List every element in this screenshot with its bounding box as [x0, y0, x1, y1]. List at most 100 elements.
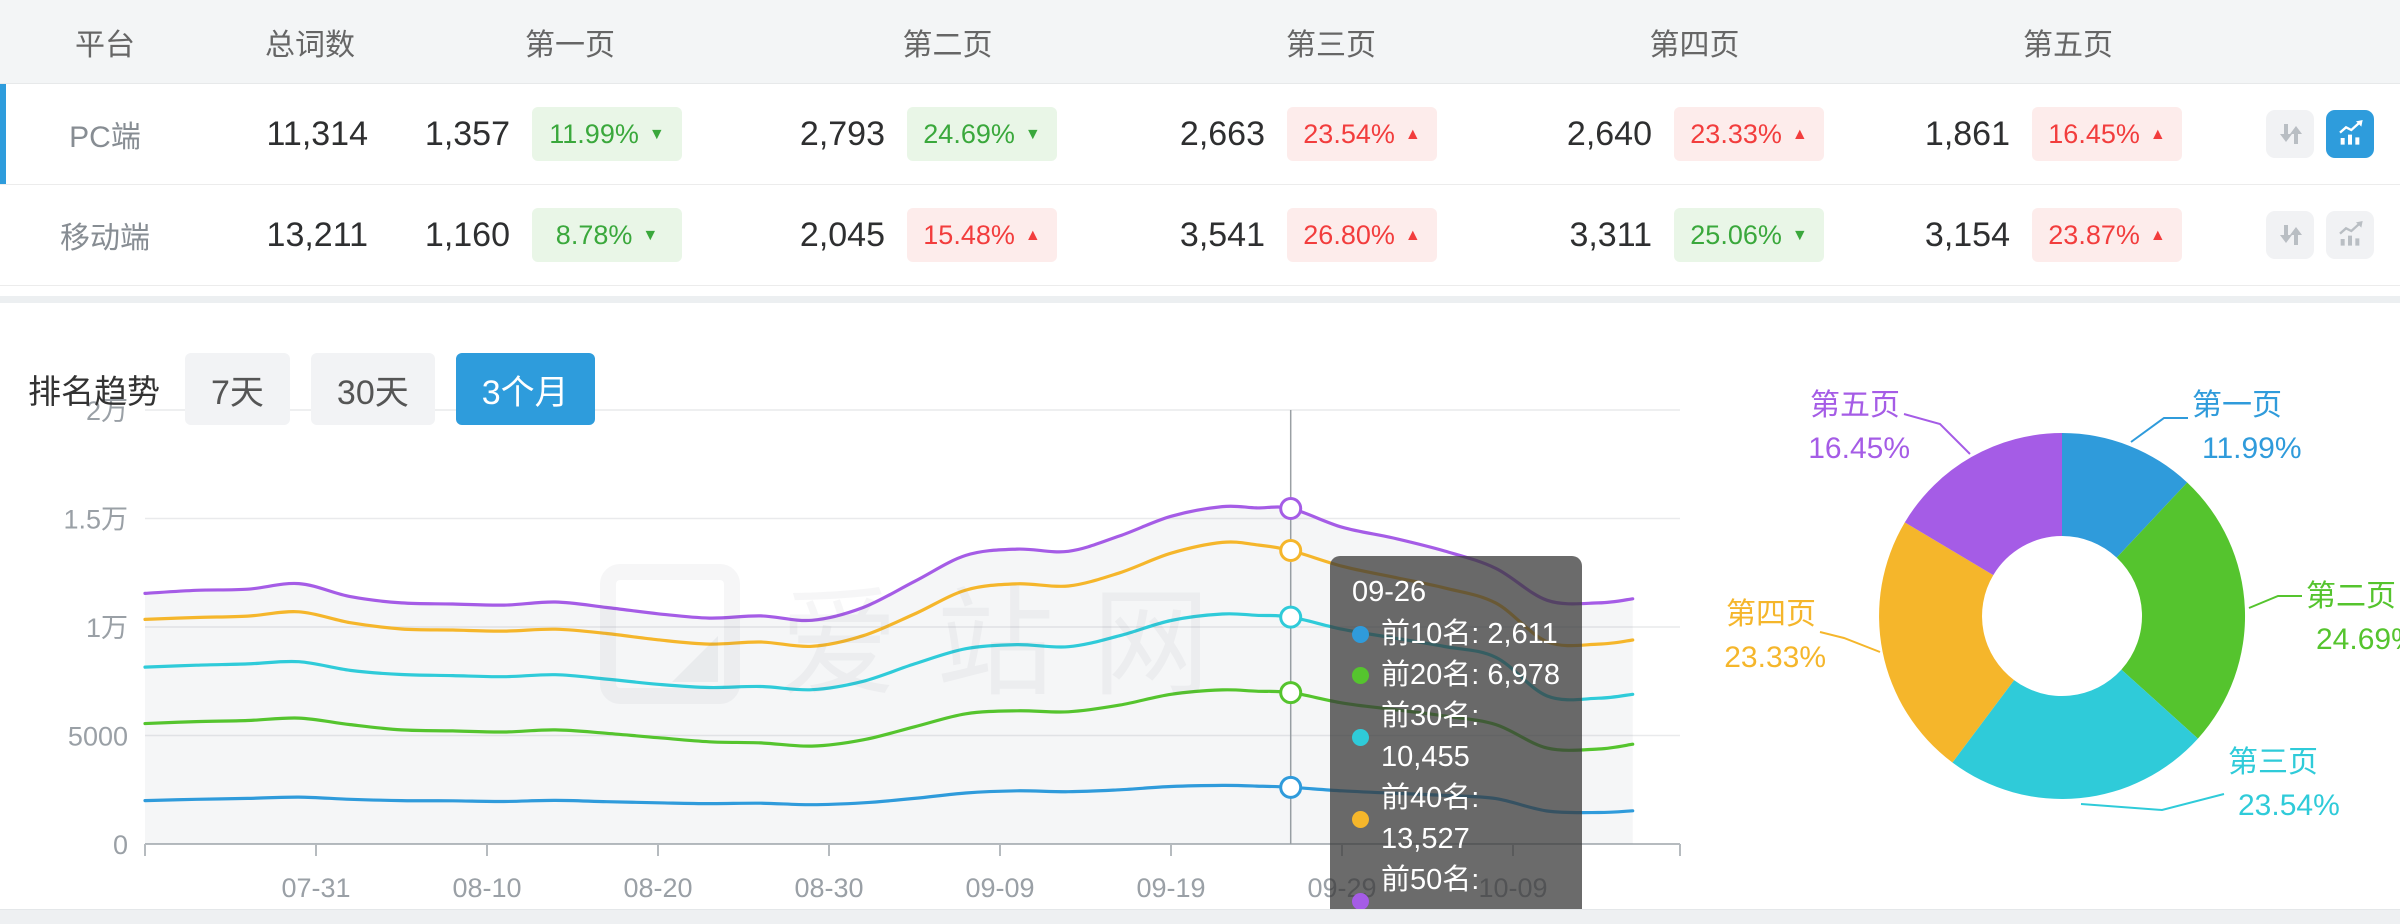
platform-label: PC端	[69, 121, 141, 154]
svg-text:2万: 2万	[86, 396, 128, 426]
label-leader-第二页	[2248, 595, 2302, 609]
tab-3-months[interactable]: 3个月	[455, 353, 595, 425]
col-header-page4: 第四页	[1649, 28, 1740, 62]
page-distribution-donut-chart[interactable]: 第一页 11.99% 第二页 24.69% 第三页 23.54% 第四页 23.33% 第五页 1…	[1700, 370, 2400, 924]
pie-label-第四页: 第四页	[1726, 598, 1816, 631]
hover-marker-前20名	[1279, 681, 1303, 705]
tooltip-item: 前10名: 2,611	[1352, 614, 1560, 655]
trend-arrow-icon: ▲	[1404, 227, 1421, 244]
trend-arrow-icon: ▲	[1791, 126, 1808, 143]
sort-toggle-button[interactable]	[2266, 211, 2314, 259]
pie-percent-第三页: 23.54%	[2238, 789, 2340, 822]
series-dot-top50	[1352, 892, 1369, 910]
pie-label-第一页: 第一页	[2192, 389, 2282, 422]
svg-text:0: 0	[113, 830, 128, 860]
chart-tooltip: 09-26 前10名: 2,611 前20名: 6,978 前30名: 10,4…	[1330, 556, 1582, 924]
svg-text:08-10: 08-10	[452, 873, 521, 903]
section-divider	[0, 296, 2400, 303]
total-words-value: 11,314	[266, 114, 368, 153]
bottom-band	[0, 909, 2400, 924]
page4-count: 3,311	[1569, 215, 1652, 254]
svg-text:09-09: 09-09	[965, 873, 1034, 903]
label-leader-第三页	[2080, 793, 2225, 812]
tab-7-days[interactable]: 7天	[185, 353, 290, 425]
page4-change-badge: 25.06% ▼	[1674, 208, 1824, 262]
hover-marker-前50名	[1279, 497, 1303, 521]
page1-change-badge: 8.78% ▼	[532, 208, 682, 262]
trend-arrow-icon: ▲	[1024, 227, 1041, 244]
chart-view-button[interactable]	[2326, 211, 2374, 259]
trend-arrow-icon: ▲	[2149, 227, 2166, 244]
pie-slice-第三页	[1952, 669, 2198, 799]
chart-view-button[interactable]	[2326, 110, 2374, 158]
pie-label-第三页: 第三页	[2228, 746, 2318, 779]
svg-text:1.5万: 1.5万	[63, 505, 128, 535]
table-header-row: 平台 总词数 第一页 第二页 第三页 第四页 第五页	[0, 0, 2400, 84]
svg-text:1万: 1万	[86, 613, 128, 643]
svg-text:07-31: 07-31	[281, 873, 350, 903]
page2-change-badge: 24.69% ▼	[907, 107, 1057, 161]
total-words-value: 13,211	[266, 215, 368, 254]
label-leader-第五页	[1903, 413, 1971, 455]
pie-label-第二页: 第二页	[2306, 580, 2396, 613]
page3-count: 3,541	[1179, 215, 1265, 254]
sort-arrows-icon	[2280, 124, 2302, 144]
series-dot-top30	[1352, 728, 1369, 746]
page5-count: 3,154	[1924, 215, 2010, 254]
sort-toggle-button[interactable]	[2266, 110, 2314, 158]
label-leader-第一页	[2130, 417, 2188, 443]
svg-text:09-19: 09-19	[1136, 873, 1205, 903]
tooltip-item: 前40名: 13,527	[1352, 778, 1560, 860]
col-header-page5: 第五页	[2023, 28, 2113, 62]
pie-slice-第五页	[1904, 433, 2062, 576]
trend-arrow-icon: ▼	[648, 126, 665, 143]
series-dot-top10	[1352, 626, 1369, 643]
page3-change-badge: 23.54% ▲	[1287, 107, 1437, 161]
page4-change-badge: 23.33% ▲	[1674, 107, 1824, 161]
pie-label-第五页: 第五页	[1810, 389, 1900, 422]
col-header-platform: 平台	[75, 28, 135, 62]
tooltip-item: 前30名: 10,455	[1352, 696, 1560, 778]
svg-text:08-20: 08-20	[623, 873, 692, 903]
pie-slice-第四页	[1879, 522, 2015, 763]
page2-count: 2,045	[799, 215, 885, 254]
page1-count: 1,160	[424, 215, 510, 254]
pie-percent-第一页: 11.99%	[2202, 432, 2302, 465]
trend-arrow-icon: ▼	[1024, 126, 1041, 143]
trend-arrow-icon: ▼	[1791, 227, 1808, 244]
page5-change-badge: 23.87% ▲	[2032, 208, 2182, 262]
col-header-page2: 第二页	[902, 28, 993, 62]
bar-chart-trend-icon	[2339, 221, 2363, 246]
trend-arrow-icon: ▲	[2149, 126, 2166, 143]
svg-text:08-30: 08-30	[794, 873, 863, 903]
tooltip-item: 前20名: 6,978	[1352, 655, 1560, 696]
page2-count: 2,793	[799, 114, 885, 153]
tab-30-days[interactable]: 30天	[310, 353, 435, 425]
table-row-mobile[interactable]: 移动端 13,211 1,160 8.78% ▼ 2,045 15.48% ▲ 3,…	[0, 185, 2400, 286]
table-row-pc[interactable]: PC端 11,314 1,357 11.99% ▼ 2,793 24.69% ▼ 2…	[0, 84, 2400, 185]
trend-arrow-icon: ▼	[642, 227, 659, 244]
page3-count: 2,663	[1179, 114, 1265, 153]
sort-arrows-icon	[2280, 225, 2302, 245]
series-dot-top20	[1352, 667, 1369, 684]
hover-marker-前30名	[1279, 605, 1303, 629]
area-fill	[145, 506, 1633, 844]
hover-marker-前40名	[1279, 538, 1303, 562]
page5-count: 1,861	[1924, 114, 2010, 153]
col-header-page3: 第三页	[1286, 28, 1376, 62]
col-header-total-words: 总词数	[265, 28, 355, 62]
platform-rank-table: 平台 总词数 第一页 第二页 第三页 第四页 第五页 PC端 11,314 1,…	[0, 0, 2400, 296]
pie-percent-第五页: 16.45%	[1808, 432, 1910, 465]
line-series-前50名	[143, 504, 1635, 623]
svg-text:5000: 5000	[68, 722, 128, 752]
pie-percent-第四页: 23.33%	[1724, 641, 1826, 674]
page4-count: 2,640	[1566, 114, 1652, 153]
trend-arrow-icon: ▲	[1404, 126, 1421, 143]
page1-change-badge: 11.99% ▼	[532, 107, 682, 161]
page1-count: 1,357	[424, 114, 510, 153]
page3-change-badge: 26.80% ▲	[1287, 208, 1437, 262]
page5-change-badge: 16.45% ▲	[2032, 107, 2182, 161]
tooltip-date: 09-26	[1352, 576, 1427, 608]
pie-percent-第二页: 24.69%	[2316, 623, 2400, 656]
